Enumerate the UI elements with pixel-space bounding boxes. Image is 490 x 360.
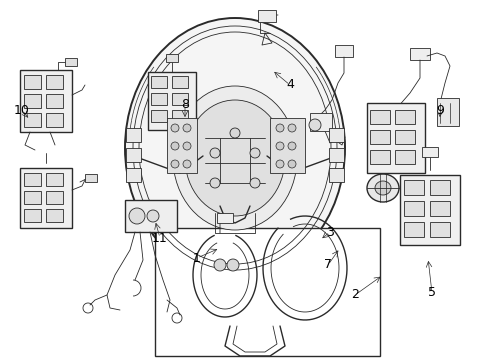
Bar [217, 213, 233, 223]
Bar [395, 150, 415, 164]
Ellipse shape [129, 208, 145, 224]
Ellipse shape [173, 86, 297, 230]
Ellipse shape [210, 178, 220, 188]
Bar [148, 72, 196, 130]
Text: 9: 9 [436, 104, 444, 117]
Bar [370, 130, 390, 144]
Ellipse shape [147, 210, 159, 222]
Ellipse shape [171, 142, 179, 150]
Bar [151, 93, 167, 105]
Bar [329, 148, 344, 162]
Bar [46, 209, 63, 222]
Text: 11: 11 [152, 231, 168, 244]
Bar [395, 110, 415, 124]
Bar [125, 200, 177, 232]
Ellipse shape [210, 148, 220, 158]
Bar [46, 191, 63, 204]
Ellipse shape [171, 160, 179, 168]
Bar [126, 128, 141, 142]
Text: 4: 4 [286, 78, 294, 91]
Bar [270, 118, 305, 173]
Bar [20, 168, 72, 228]
Text: 1: 1 [193, 252, 201, 265]
Bar [422, 147, 438, 157]
Ellipse shape [250, 148, 260, 158]
Bar [24, 75, 41, 89]
Ellipse shape [276, 160, 284, 168]
Ellipse shape [214, 259, 226, 271]
Ellipse shape [288, 160, 296, 168]
Bar [155, 228, 380, 356]
Bar [310, 113, 332, 131]
Ellipse shape [288, 124, 296, 132]
Bar [24, 173, 41, 186]
Text: 3: 3 [326, 225, 334, 238]
Bar [437, 98, 459, 126]
Bar [172, 110, 188, 122]
Bar [172, 93, 188, 105]
Bar [430, 180, 450, 195]
Text: 2: 2 [351, 288, 359, 302]
Bar [395, 130, 415, 144]
Bar [370, 150, 390, 164]
Bar [430, 222, 450, 237]
Bar [404, 201, 424, 216]
Bar [46, 113, 63, 127]
Bar [24, 209, 41, 222]
Bar [329, 128, 344, 142]
Ellipse shape [276, 142, 284, 150]
Bar [24, 113, 41, 127]
Bar [46, 75, 63, 89]
Bar [126, 148, 141, 162]
Bar [167, 118, 197, 173]
Bar [404, 222, 424, 237]
Ellipse shape [183, 142, 191, 150]
Text: 5: 5 [428, 287, 436, 300]
Bar [258, 10, 276, 22]
Ellipse shape [227, 259, 239, 271]
Bar [172, 76, 188, 88]
Bar [404, 180, 424, 195]
Ellipse shape [250, 178, 260, 188]
Ellipse shape [375, 181, 391, 195]
Ellipse shape [276, 124, 284, 132]
Ellipse shape [171, 124, 179, 132]
Bar [151, 76, 167, 88]
Ellipse shape [309, 119, 321, 131]
Ellipse shape [367, 174, 399, 202]
Bar [400, 175, 460, 245]
Bar [335, 45, 353, 57]
Bar [430, 201, 450, 216]
Ellipse shape [183, 124, 191, 132]
Bar [20, 70, 72, 132]
Bar [367, 103, 425, 173]
Text: 7: 7 [324, 258, 332, 271]
Bar [410, 48, 430, 60]
Bar [24, 191, 41, 204]
Text: 10: 10 [14, 104, 30, 117]
Bar [329, 168, 344, 182]
Text: 8: 8 [181, 99, 189, 112]
Bar [65, 58, 77, 66]
Ellipse shape [230, 128, 240, 138]
Bar [166, 54, 178, 62]
Ellipse shape [183, 160, 191, 168]
Ellipse shape [125, 18, 345, 278]
Bar [370, 110, 390, 124]
Bar [24, 94, 41, 108]
Bar [126, 168, 141, 182]
Bar [46, 173, 63, 186]
Bar [85, 174, 97, 182]
Ellipse shape [288, 142, 296, 150]
Bar [46, 94, 63, 108]
Ellipse shape [185, 100, 285, 216]
Bar [151, 110, 167, 122]
